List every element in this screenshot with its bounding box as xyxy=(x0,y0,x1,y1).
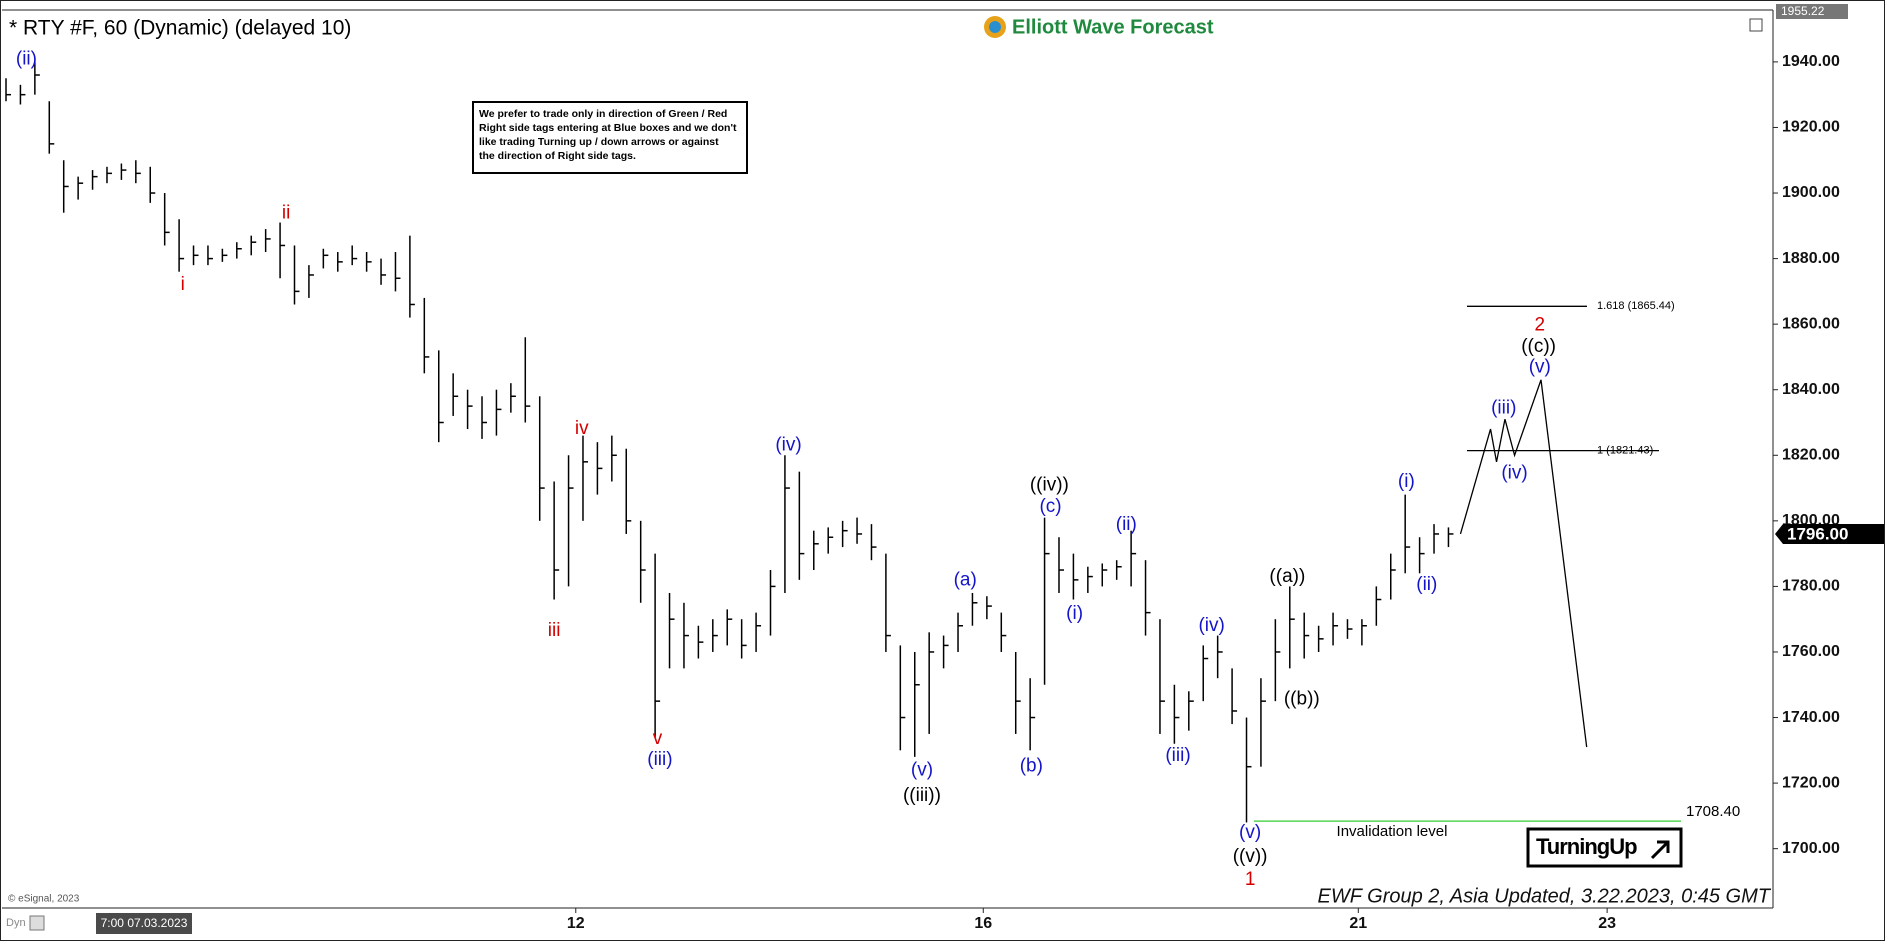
level-label: 1708.40 xyxy=(1686,803,1740,820)
footer: EWF Group 2, Asia Updated, 3.22.2023, 0:… xyxy=(1318,885,1772,907)
level-note: Invalidation level xyxy=(1337,823,1448,840)
notice-line: like trading Turning up / down arrows or… xyxy=(479,136,719,148)
wave-label: (iii) xyxy=(647,749,672,770)
wave-label: ii xyxy=(282,202,290,223)
y-tick-label: 1940.00 xyxy=(1782,53,1840,70)
wave-label: (iv) xyxy=(1198,615,1224,636)
wave-label: (iii) xyxy=(1165,745,1190,766)
wave-label: 2 xyxy=(1535,314,1546,335)
y-tick-label: 1900.00 xyxy=(1782,184,1840,201)
projection-path xyxy=(1459,379,1588,748)
y-tick-label: 1880.00 xyxy=(1782,250,1840,267)
wave-label: (iii) xyxy=(1491,397,1516,418)
y-tick-label: 1780.00 xyxy=(1782,578,1840,595)
y-tick-label: 1720.00 xyxy=(1782,774,1840,791)
wave-label: ((a)) xyxy=(1269,566,1305,587)
wave-label: (ii) xyxy=(16,49,37,70)
last-price-label: 1796.00 xyxy=(1787,524,1848,543)
wave-label: (v) xyxy=(911,759,933,780)
wave-label: (ii) xyxy=(1116,514,1137,535)
x-tick-label: 12 xyxy=(567,915,585,932)
x-tick-label: 16 xyxy=(974,915,992,932)
wave-label: v xyxy=(653,728,663,749)
brand: Elliott Wave Forecast xyxy=(984,16,1214,38)
x-tick-label: 21 xyxy=(1349,915,1367,932)
brand-logo-inner xyxy=(989,21,1001,33)
notice-line: We prefer to trade only in direction of … xyxy=(479,108,727,120)
wave-label: (b) xyxy=(1020,756,1043,777)
copyright: © eSignal, 2023 xyxy=(8,894,80,905)
wave-label: (ii) xyxy=(1416,574,1437,595)
level-label: 1.618 (1865.44) xyxy=(1597,300,1675,312)
turning-arrow xyxy=(1650,840,1670,860)
wave-label: (iv) xyxy=(1501,462,1527,483)
wave-label: (a) xyxy=(954,570,977,591)
wave-label: ((v)) xyxy=(1233,846,1268,867)
brand-name: Elliott Wave Forecast xyxy=(1012,16,1214,38)
turning-label: TurningUp xyxy=(1536,834,1637,859)
chart-title: * RTY #F, 60 (Dynamic) (delayed 10) xyxy=(9,17,351,40)
notice-frame xyxy=(472,101,748,174)
top-tag-label: 1955.22 xyxy=(1781,4,1825,18)
wave-label: (v) xyxy=(1529,356,1551,377)
y-tick-label: 1840.00 xyxy=(1782,381,1840,398)
wave-label: ((c)) xyxy=(1521,336,1556,357)
y-tick-label: 1820.00 xyxy=(1782,446,1840,463)
mode-label: Dyn xyxy=(6,917,26,929)
y-tick-label: 1860.00 xyxy=(1782,315,1840,332)
turning-frame xyxy=(1526,827,1683,868)
turning-box: TurningUp xyxy=(1526,827,1683,868)
wave-label: iii xyxy=(548,620,561,641)
wave-label: ((iii)) xyxy=(903,785,941,806)
wave-label: (i) xyxy=(1398,471,1415,492)
wave-label: ((iv)) xyxy=(1030,474,1069,495)
window-icon[interactable] xyxy=(1749,18,1763,32)
cursor-date: 7:00 07.03.2023 xyxy=(101,916,188,930)
y-tick-label: 1760.00 xyxy=(1782,643,1840,660)
y-tick-label: 1920.00 xyxy=(1782,119,1840,136)
last-price-tag xyxy=(1775,523,1884,544)
wave-label: (v) xyxy=(1239,822,1261,843)
wave-label: iv xyxy=(575,418,589,439)
mode-button[interactable] xyxy=(29,915,45,931)
wave-label: (c) xyxy=(1039,496,1061,517)
x-tick-label: 23 xyxy=(1598,915,1616,932)
cursor-date-box xyxy=(96,913,192,934)
wave-label: ((b)) xyxy=(1284,689,1320,710)
wave-label: (iv) xyxy=(775,434,801,455)
y-tick-label: 1700.00 xyxy=(1782,840,1840,857)
level-label: 1 (1821.43) xyxy=(1597,444,1653,456)
y-tick-label: 1740.00 xyxy=(1782,709,1840,726)
notice-line: Right side tags entering at Blue boxes a… xyxy=(479,122,737,134)
wave-label: 1 xyxy=(1245,869,1256,890)
notice-line: the direction of Right side tags. xyxy=(479,150,636,162)
top-tag-box xyxy=(1776,4,1848,19)
wave-label: i xyxy=(181,274,185,295)
notice-box: We prefer to trade only in direction of … xyxy=(472,101,748,174)
wave-label: (i) xyxy=(1066,603,1083,624)
